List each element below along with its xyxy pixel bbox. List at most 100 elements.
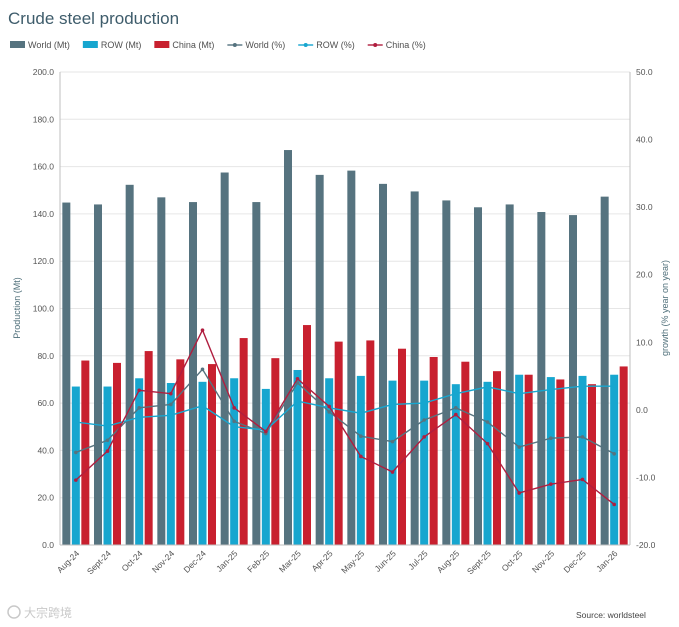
y2-tick-label: 10.0 (636, 337, 653, 347)
bar-row-mt (198, 381, 207, 545)
x-tick-label: May-25 (339, 548, 366, 575)
line-rowpct (75, 385, 615, 431)
point-worldpct (169, 402, 173, 407)
point-chinapct (169, 391, 173, 396)
bar-world-mt (505, 204, 514, 545)
point-worldpct (612, 451, 616, 456)
bar-world-mt (442, 200, 451, 545)
y2-tick-label: -10.0 (636, 472, 656, 482)
bar-row-mt (420, 380, 429, 545)
legend-label: China (%) (386, 40, 426, 50)
bar-row-mt (610, 374, 619, 545)
point-chinapct (549, 482, 553, 486)
bar-world-mt (474, 207, 482, 545)
x-tick-label: Apr-25 (309, 548, 334, 573)
bar-world-mt (347, 170, 356, 546)
x-tick-label: Jan-26 (594, 548, 620, 574)
point-worldpct (422, 418, 426, 422)
point-worldpct (74, 450, 78, 455)
x-tick-label: Nov-25 (530, 548, 557, 575)
point-chinapct (517, 491, 521, 495)
x-tick-label: Oct-25 (499, 548, 524, 573)
y-tick-label: 40.0 (37, 445, 54, 455)
point-rowpct (169, 413, 173, 418)
point-rowpct (580, 384, 585, 389)
bar-row-mt (325, 378, 334, 545)
point-chinapct (295, 376, 300, 381)
bar-world-mt (284, 150, 292, 546)
bar-china-mt (619, 366, 628, 545)
point-rowpct (359, 411, 363, 416)
source-note: Source: worldsteel (576, 610, 646, 620)
point-chinapct (422, 435, 426, 439)
bar-row-mt (135, 378, 144, 545)
y-tick-label: 80.0 (37, 351, 54, 361)
bar-world-mt (410, 191, 419, 545)
x-tick-label: Jul-25 (406, 548, 430, 572)
bar-world-mt (600, 196, 609, 545)
point-worldpct (327, 410, 331, 414)
bar-row-mt (356, 375, 365, 545)
bar-world-mt (157, 197, 166, 545)
y-tick-label: 180.0 (33, 114, 55, 124)
legend-marker (373, 43, 378, 47)
x-tick-label: Jan-25 (214, 548, 240, 574)
bar-china-mt (113, 362, 121, 545)
point-chinapct (200, 328, 205, 332)
x-tick-label: Feb-25 (245, 548, 271, 574)
line-series (74, 328, 616, 507)
point-rowpct (232, 424, 236, 429)
bar-row-mt (515, 374, 524, 545)
y2-tick-label: 0.0 (636, 405, 648, 415)
legend-label: World (%) (245, 40, 285, 50)
x-tick-label: Sept-25 (465, 548, 493, 576)
legend-swatch-world-mt (10, 41, 25, 48)
bar-world-mt (220, 172, 229, 545)
bar-china-mt (556, 379, 565, 545)
y-tick-label: 200.0 (33, 67, 55, 77)
bar-china-mt (429, 356, 438, 545)
bar-row-mt (261, 388, 270, 545)
point-worldpct (359, 434, 363, 439)
bar-row-mt (483, 381, 492, 545)
point-chinapct (105, 449, 110, 453)
y2-tick-label: 20.0 (636, 270, 653, 280)
bar-china-mt (271, 358, 280, 545)
y-tick-label: 100.0 (33, 304, 55, 314)
bar-china-mt (303, 325, 311, 545)
bar-world-mt (569, 215, 577, 545)
legend-marker (232, 43, 237, 47)
x-tick-label: Jun-25 (372, 548, 398, 574)
bar-world-mt (252, 202, 261, 545)
bar-china-mt (144, 351, 153, 545)
bar-china-mt (366, 340, 375, 545)
point-worldpct (390, 439, 395, 444)
bar-world-mt (94, 204, 102, 545)
point-worldpct (485, 420, 490, 424)
bar-world-mt (379, 183, 387, 545)
legend: World (Mt) ROW (Mt) China (Mt) World (%) ROW… (10, 40, 426, 50)
x-tick-label: Dec-25 (561, 548, 588, 575)
point-worldpct (549, 436, 553, 441)
bar-world-mt (537, 212, 546, 545)
y2-axis-label: growth (% year on year) (660, 260, 670, 356)
bar-china-mt (524, 374, 533, 545)
point-rowpct (295, 399, 300, 403)
legend-label: ROW (%) (316, 40, 355, 50)
x-tick-label: Nov-24 (150, 548, 177, 575)
point-rowpct (612, 384, 616, 389)
y-tick-label: 140.0 (33, 209, 55, 219)
y-tick-label: 0.0 (42, 540, 54, 550)
point-chinapct (485, 441, 490, 446)
y-tick-label: 160.0 (33, 162, 55, 172)
x-tick-label: Sept-24 (85, 548, 113, 576)
y-axis-label: Production (Mt) (12, 277, 22, 339)
point-chinapct (612, 502, 616, 507)
bar-china-mt (334, 341, 343, 545)
y-tick-label: 20.0 (37, 493, 54, 503)
y2-tick-label: 50.0 (636, 67, 653, 77)
x-tick-label: Aug-24 (55, 548, 82, 575)
point-rowpct (422, 401, 426, 405)
point-chinapct (454, 412, 458, 417)
legend-label: China (Mt) (172, 40, 214, 50)
